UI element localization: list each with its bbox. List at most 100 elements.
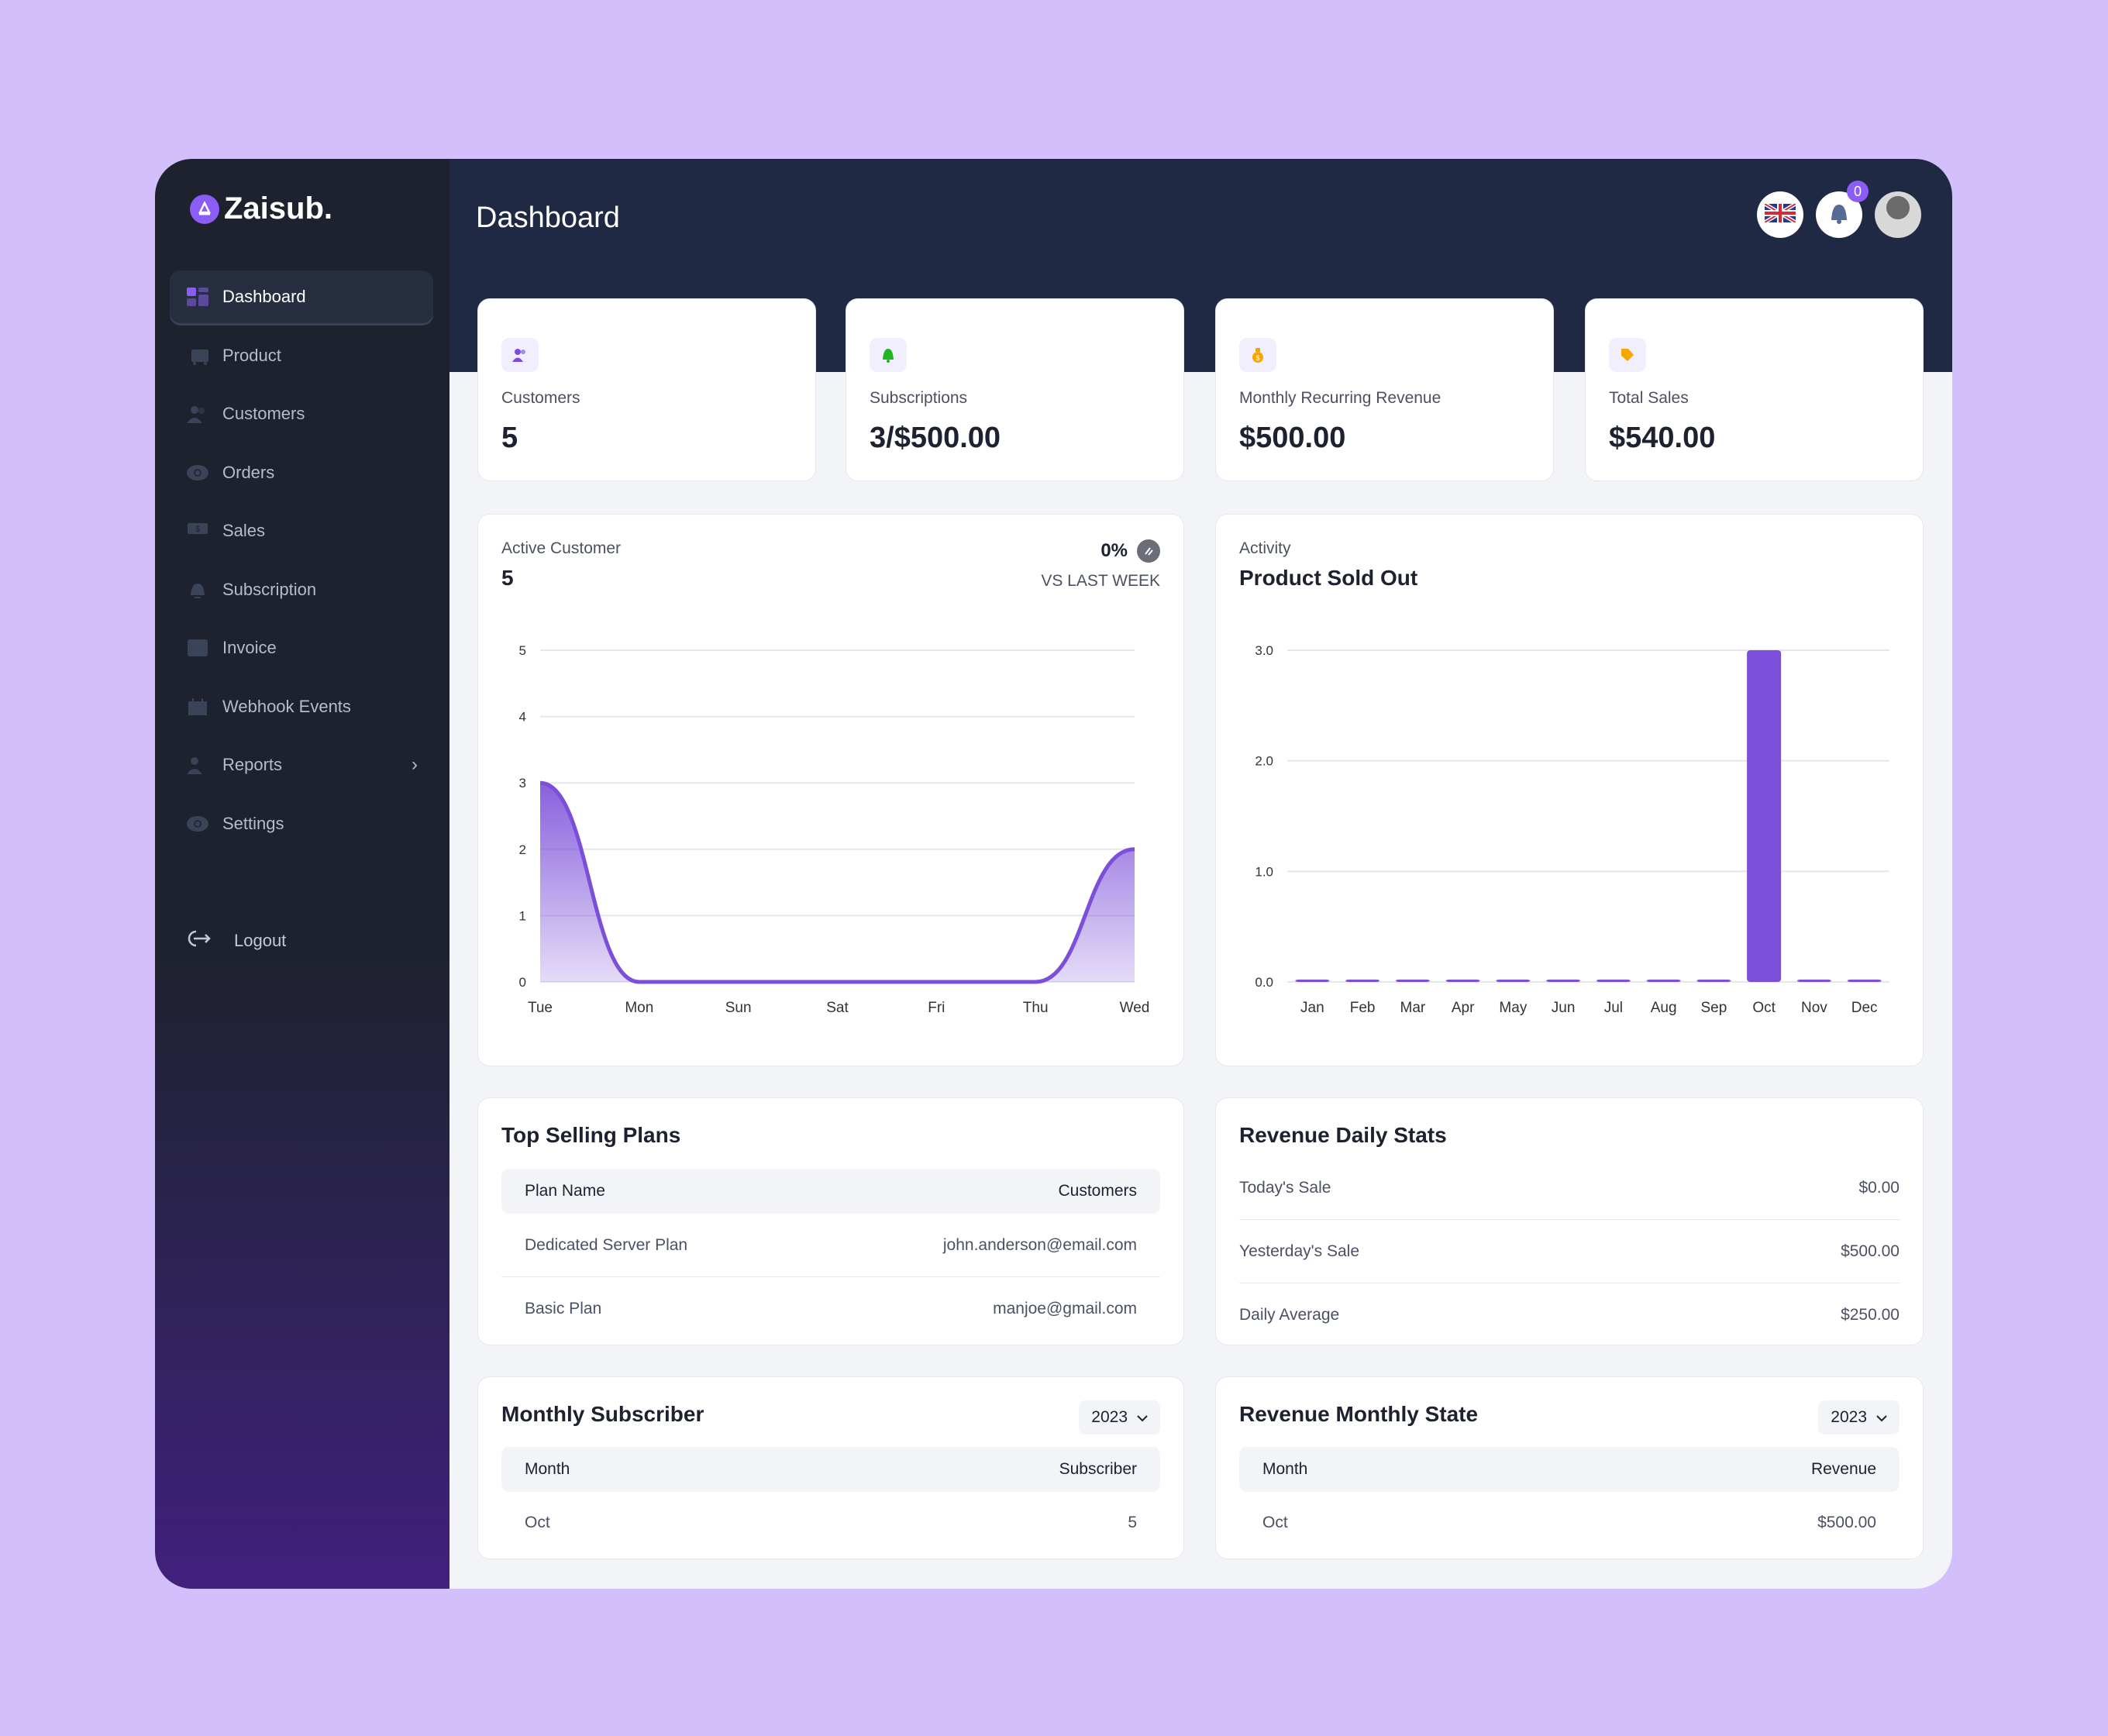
y-tick-label: 0.0 [1255,975,1273,990]
bar [1395,980,1430,982]
table-row[interactable]: Dedicated Server Plan john.anderson@email… [501,1214,1160,1277]
user-avatar[interactable] [1875,191,1921,238]
tag-icon [1609,338,1646,372]
x-tick-label: Wed [1120,1000,1150,1016]
y-tick-label: 1.0 [1255,864,1273,879]
column-header: Month [1262,1460,1308,1478]
bar [1345,980,1380,982]
stat-label: Monthly Recurring Revenue [1239,389,1442,407]
x-tick-label: Thu [1023,1000,1049,1016]
column-header: Plan Name [525,1182,605,1200]
x-tick-label: Jan [1300,1000,1324,1016]
users-icon [187,756,208,774]
bar [1546,980,1581,982]
activity-card: Activity Product Sold Out 0.0 1.0 2.0 3.0 Ja… [1215,514,1924,1066]
stat-value: $250.00 [1841,1306,1900,1324]
sidebar-item-reports[interactable]: Reports › [170,739,433,791]
bar [1596,980,1631,982]
logout-icon [186,928,211,953]
change-percent: 0% [1100,540,1128,561]
section-title: Revenue Monthly State [1239,1402,1479,1426]
sidebar-item-label: Subscription [222,579,317,599]
neutral-trend-icon [1137,539,1160,563]
logo[interactable]: Zaisub. [190,191,332,226]
bar [1747,650,1782,982]
stat-card-mrr: $ Monthly Recurring Revenue $500.00 [1215,298,1554,481]
x-tick-label: Nov [1801,1000,1827,1016]
sidebar-item-label: Invoice [222,638,277,657]
sidebar-item-settings[interactable]: Settings [170,797,433,850]
card-title: Active Customer [501,539,622,557]
plan-name: Basic Plan [525,1300,602,1318]
area-fill [540,783,1135,982]
sidebar-item-product[interactable]: Product [170,329,433,382]
card-title: Activity [1239,539,1291,557]
stat-value: $500.00 [1841,1242,1900,1260]
sidebar-item-label: Orders [222,462,275,482]
sidebar-nav: Dashboard Product Customers Orders $ Sale… [170,270,433,856]
dollar-icon: $ [187,522,208,540]
year-select[interactable]: 2023 [1079,1400,1160,1435]
y-tick-label: 3 [519,776,526,790]
column-header: Subscriber [1059,1460,1137,1478]
revenue-daily-card: Revenue Daily Stats Today's Sale $0.00 Ye… [1215,1097,1924,1345]
chevron-right-icon: › [412,754,418,775]
notifications-button[interactable]: 0 [1816,181,1869,238]
table-header: Month Revenue [1239,1447,1900,1492]
sidebar-item-webhook-events[interactable]: Webhook Events [170,680,433,733]
page-title: Dashboard [476,202,620,234]
card-subtitle: Product Sold Out [1239,566,1418,590]
subscriber-cell: 5 [1128,1514,1137,1531]
sidebar-item-sales[interactable]: $ Sales [170,505,433,557]
series-line [539,780,1135,984]
plan-name: Dedicated Server Plan [525,1235,688,1254]
x-tick-label: Sep [1700,1000,1727,1016]
year-select[interactable]: 2023 [1818,1400,1900,1435]
stats-row: Today's Sale $0.00 [1239,1156,1900,1220]
y-tick-label: 2 [519,842,526,857]
bar [1496,980,1531,982]
sidebar-item-dashboard[interactable]: Dashboard [170,270,433,323]
stat-label: Subscriptions [870,389,968,407]
money-bag-icon: $ [1239,338,1276,372]
sidebar-item-label: Settings [222,813,284,833]
svg-text:$: $ [195,525,200,534]
active-customer-chart: 0 1 2 3 4 5 Tue Mon Sun Sat Fri Thu Wed [519,643,1150,1016]
column-header: Customers [1058,1182,1137,1200]
bell-icon [1827,202,1851,229]
bar [1696,980,1731,982]
month-cell: Oct [525,1514,550,1531]
sidebar-item-customers[interactable]: Customers [170,388,433,440]
app-window: Zaisub. Dashboard Product Customers Orde… [155,159,1952,1589]
customer-email: john.anderson@email.com [942,1235,1137,1254]
language-selector[interactable] [1757,191,1803,238]
month-cell: Oct [1262,1514,1288,1531]
year-value: 2023 [1831,1408,1867,1426]
revenue-cell: $500.00 [1817,1514,1876,1531]
sidebar-item-orders[interactable]: Orders [170,446,433,499]
logout-label: Logout [234,931,287,950]
svg-text:$: $ [1256,354,1259,362]
stat-value: 3/$500.00 [870,422,1001,454]
table-row[interactable]: Basic Plan manjoe@gmail.com [501,1277,1160,1341]
table-header: Month Subscriber [501,1447,1160,1492]
stat-card-total-sales: Total Sales $540.00 [1585,298,1924,481]
logout-button[interactable]: Logout [186,928,286,953]
stats-row: Daily Average $250.00 [1239,1283,1900,1347]
x-tick-label: Apr [1452,1000,1475,1016]
active-customer-value: 5 [501,566,514,590]
stat-card-customers: Customers 5 [477,298,816,481]
sidebar-item-label: Dashboard [222,287,306,306]
bell-icon [187,580,208,599]
stat-value: $540.00 [1609,422,1716,454]
x-tick-label: Tue [528,1000,553,1016]
sidebar-item-subscription[interactable]: Subscription [170,563,433,616]
stat-label: Today's Sale [1239,1178,1331,1197]
y-tick-label: 3.0 [1255,643,1273,658]
section-title: Revenue Daily Stats [1239,1123,1447,1147]
y-tick-label: 0 [519,975,526,990]
bar [1295,980,1330,982]
brand-name: Zaisub. [224,191,333,226]
sidebar-item-invoice[interactable]: Invoice [170,622,433,674]
x-tick-label: Sun [725,1000,752,1016]
